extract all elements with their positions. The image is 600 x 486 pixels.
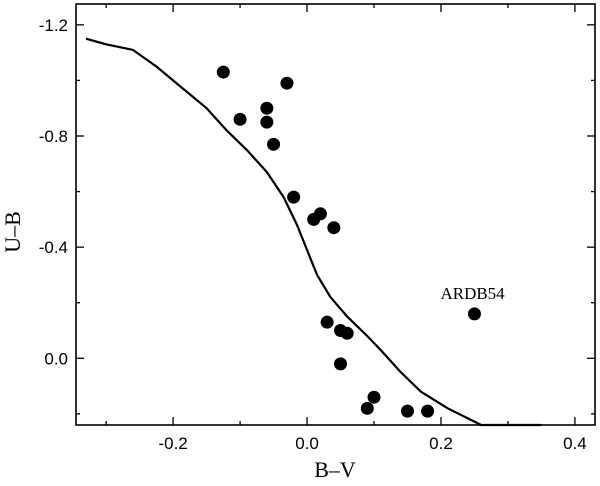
y-tick-label: -0.4 xyxy=(39,238,68,257)
annotation-label: ARDB54 xyxy=(440,284,505,303)
data-point xyxy=(340,326,354,340)
x-tick-label: 0.4 xyxy=(563,434,587,453)
data-point xyxy=(360,401,374,415)
data-point xyxy=(267,137,281,151)
axis-frame xyxy=(75,3,596,426)
x-axis-title: B–V xyxy=(314,457,356,482)
data-point xyxy=(421,404,435,418)
data-point xyxy=(467,307,481,321)
intrinsic-color-curve xyxy=(85,37,542,427)
data-point xyxy=(287,190,301,204)
data-points xyxy=(216,65,481,418)
x-tick-label: 0.0 xyxy=(295,434,319,453)
data-point xyxy=(216,65,230,79)
data-point xyxy=(334,357,348,371)
data-point xyxy=(327,221,341,235)
data-point xyxy=(280,76,294,90)
data-point xyxy=(400,404,414,418)
data-point xyxy=(313,207,327,221)
x-tick-label: -0.2 xyxy=(158,434,187,453)
data-point xyxy=(233,112,247,126)
tick-labels: -0.2 0.0 0.2 0.4 -1.2 -0.8 -0.4 0.0 xyxy=(39,16,587,453)
data-point xyxy=(320,315,334,329)
data-point xyxy=(367,390,381,404)
y-tick-label: -1.2 xyxy=(39,16,68,35)
y-tick-label: -0.8 xyxy=(39,127,68,146)
data-point xyxy=(260,115,274,129)
x-tick-label: 0.2 xyxy=(429,434,453,453)
reference-curve-layer xyxy=(85,37,542,427)
y-axis-title: U–B xyxy=(0,211,25,253)
data-point xyxy=(260,101,274,115)
y-tick-label: 0.0 xyxy=(44,349,68,368)
annotations: ARDB54 xyxy=(440,284,505,303)
